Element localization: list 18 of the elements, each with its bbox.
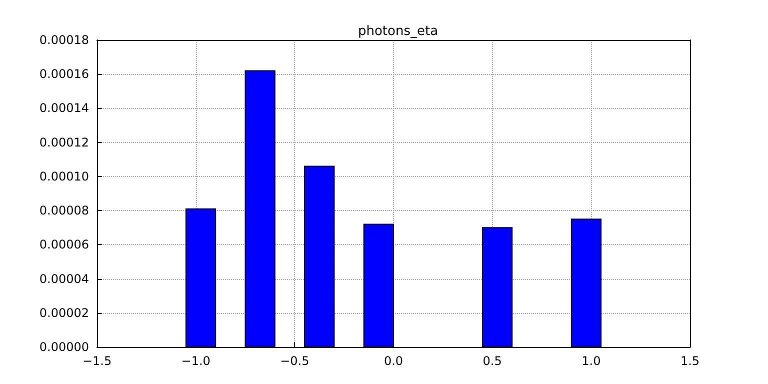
y-tick-label: 0.00004 bbox=[39, 272, 89, 286]
chart-title: photons_eta bbox=[358, 24, 438, 39]
x-tick-label: 0.5 bbox=[482, 354, 502, 368]
y-tick-label: 0.00014 bbox=[39, 101, 89, 116]
y-tick-label: 0.00006 bbox=[39, 238, 89, 252]
y-tick-label: 0.00010 bbox=[39, 169, 89, 184]
x-tick-label: 1.0 bbox=[582, 354, 601, 368]
y-tick-label: 0.00002 bbox=[39, 306, 89, 320]
x-tick-label: 0.0 bbox=[384, 354, 404, 368]
x-tick-label: −0.5 bbox=[280, 354, 310, 368]
y-tick-label: 0.00018 bbox=[39, 33, 89, 47]
y-tick-label: 0.00016 bbox=[39, 67, 89, 82]
y-tick-label: 0.00008 bbox=[39, 204, 89, 218]
x-tick-label: −1.0 bbox=[181, 354, 210, 368]
x-tick-label: 1.5 bbox=[680, 354, 700, 368]
y-tick-label: 0.00000 bbox=[39, 340, 89, 354]
x-tick-label: −1.5 bbox=[82, 354, 112, 368]
y-tick-label: 0.00012 bbox=[39, 135, 89, 150]
